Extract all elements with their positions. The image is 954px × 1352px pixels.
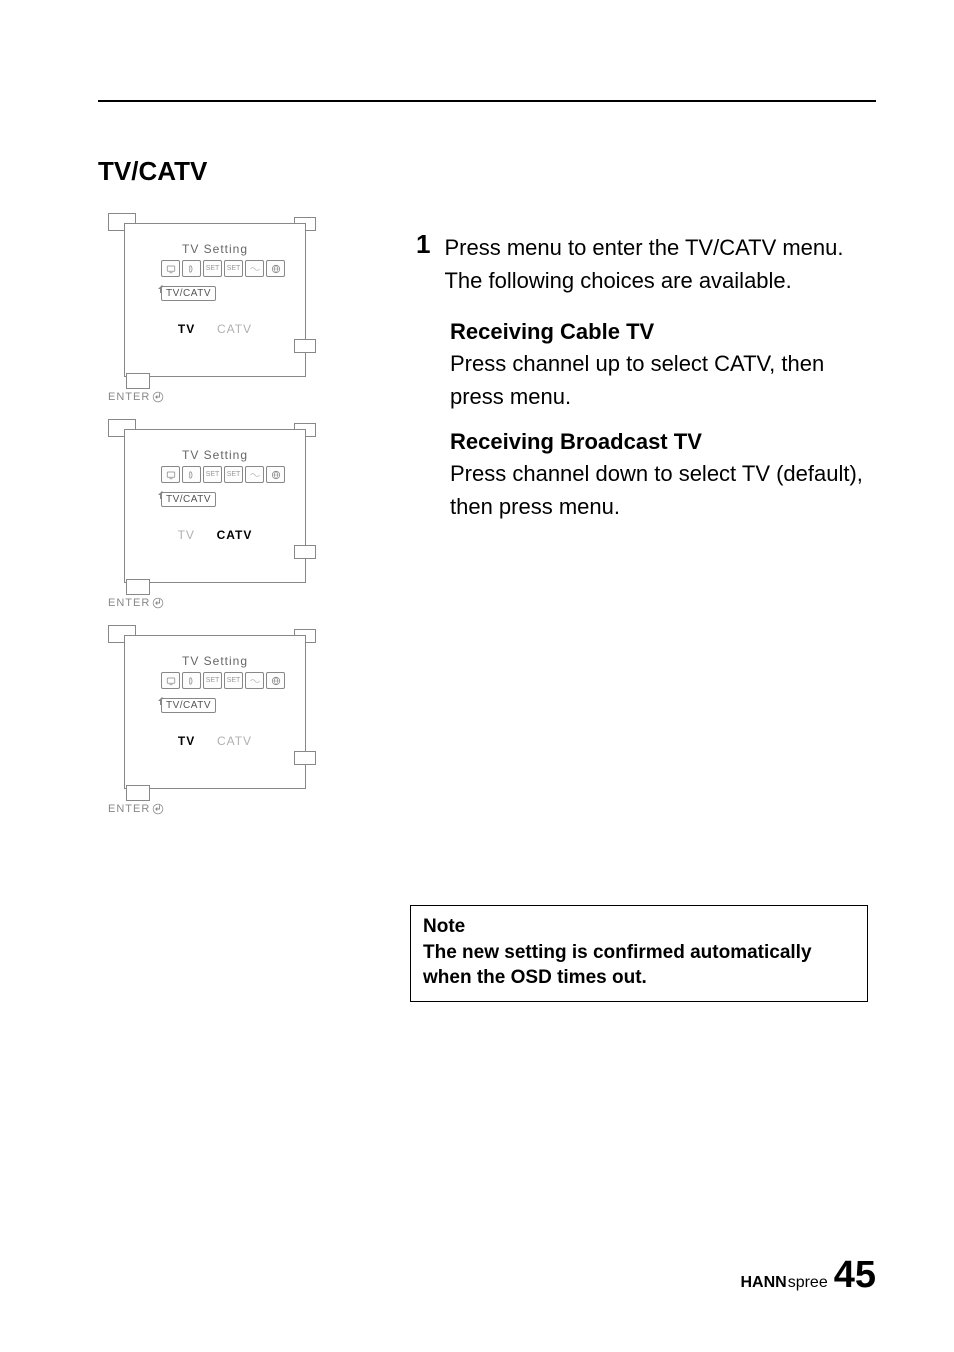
note-title: Note <box>423 914 855 940</box>
osd-frame: TV Setting SET SET TV/CATV TV <box>124 635 306 789</box>
page-footer: HANNspree 45 <box>740 1256 876 1294</box>
header-rule <box>98 100 876 102</box>
osd-panel-1: TV Setting SET SET TV/CATV TV <box>102 213 312 403</box>
enter-label: ENTER <box>108 597 164 609</box>
frame-notch <box>294 339 316 353</box>
choice-catv: CATV <box>217 734 252 748</box>
frame-notch <box>126 785 150 801</box>
set-icon: SET <box>224 672 243 689</box>
osd-column: TV Setting SET SET TV/CATV TV <box>102 213 332 815</box>
set-icon: SET <box>203 672 222 689</box>
tv-icon <box>161 260 180 277</box>
audio-icon <box>182 466 201 483</box>
osd-icon-row: SET SET <box>161 466 285 483</box>
enter-label: ENTER <box>108 803 164 815</box>
audio-icon <box>182 260 201 277</box>
subsection-heading: Receiving Cable TV <box>450 319 876 345</box>
enter-text: ENTER <box>108 803 150 815</box>
step-number: 1 <box>416 231 430 297</box>
two-column-layout: TV Setting SET SET TV/CATV TV <box>98 213 876 815</box>
set-icon: SET <box>203 466 222 483</box>
osd-panel-3: TV Setting SET SET TV/CATV TV <box>102 625 312 815</box>
set-icon: SET <box>224 466 243 483</box>
wave-icon <box>245 260 264 277</box>
wave-icon <box>245 466 264 483</box>
osd-choice-row: TV CATV <box>125 734 305 748</box>
enter-icon <box>152 597 164 609</box>
brand-light: spree <box>788 1274 828 1292</box>
set-icon: SET <box>203 260 222 277</box>
note-box: Note The new setting is confirmed automa… <box>410 905 868 1002</box>
osd-title: TV Setting <box>125 242 305 256</box>
globe-icon <box>266 260 285 277</box>
osd-menu-item: TV/CATV <box>161 492 216 507</box>
page: TV/CATV TV Setting SET SET <box>0 0 954 1352</box>
enter-text: ENTER <box>108 391 150 403</box>
wave-icon <box>245 672 264 689</box>
step-text: Press menu to enter the TV/CATV menu. Th… <box>444 231 876 297</box>
enter-icon <box>152 391 164 403</box>
osd-panel-2: TV Setting SET SET TV/CATV TV <box>102 419 312 609</box>
frame-notch <box>294 545 316 559</box>
subsection-body: Press channel up to select CATV, then pr… <box>450 347 876 413</box>
subsection-heading: Receiving Broadcast TV <box>450 429 876 455</box>
frame-notch <box>294 751 316 765</box>
section-title: TV/CATV <box>98 156 876 187</box>
osd-icon-row: SET SET <box>161 260 285 277</box>
osd-title: TV Setting <box>125 654 305 668</box>
enter-label: ENTER <box>108 391 164 403</box>
choice-tv: TV <box>178 734 195 748</box>
brand-logo: HANNspree <box>740 1274 827 1292</box>
osd-title: TV Setting <box>125 448 305 462</box>
page-number: 45 <box>834 1256 876 1294</box>
note-body: The new setting is confirmed automatical… <box>423 940 855 991</box>
enter-text: ENTER <box>108 597 150 609</box>
instruction-column: 1 Press menu to enter the TV/CATV menu. … <box>416 213 876 539</box>
globe-icon <box>266 466 285 483</box>
osd-frame: TV Setting SET SET TV/CATV TV <box>124 429 306 583</box>
osd-menu-item: TV/CATV <box>161 698 216 713</box>
set-icon: SET <box>224 260 243 277</box>
audio-icon <box>182 672 201 689</box>
frame-notch <box>126 579 150 595</box>
tv-icon <box>161 672 180 689</box>
subsection-body: Press channel down to select TV (default… <box>450 457 876 523</box>
globe-icon <box>266 672 285 689</box>
frame-notch <box>126 373 150 389</box>
subsection-broadcast: Receiving Broadcast TV Press channel dow… <box>450 429 876 523</box>
osd-frame: TV Setting SET SET TV/CATV TV <box>124 223 306 377</box>
enter-icon <box>152 803 164 815</box>
osd-menu-item: TV/CATV <box>161 286 216 301</box>
tv-icon <box>161 466 180 483</box>
choice-tv: TV <box>178 322 195 336</box>
osd-choice-row: TV CATV <box>125 322 305 336</box>
step-1: 1 Press menu to enter the TV/CATV menu. … <box>416 231 876 297</box>
subsection-cable: Receiving Cable TV Press channel up to s… <box>450 319 876 413</box>
choice-catv: CATV <box>217 528 253 542</box>
choice-catv: CATV <box>217 322 252 336</box>
brand-bold: HANN <box>740 1274 786 1292</box>
osd-icon-row: SET SET <box>161 672 285 689</box>
osd-choice-row: TV CATV <box>125 528 305 542</box>
choice-tv: TV <box>178 528 195 542</box>
